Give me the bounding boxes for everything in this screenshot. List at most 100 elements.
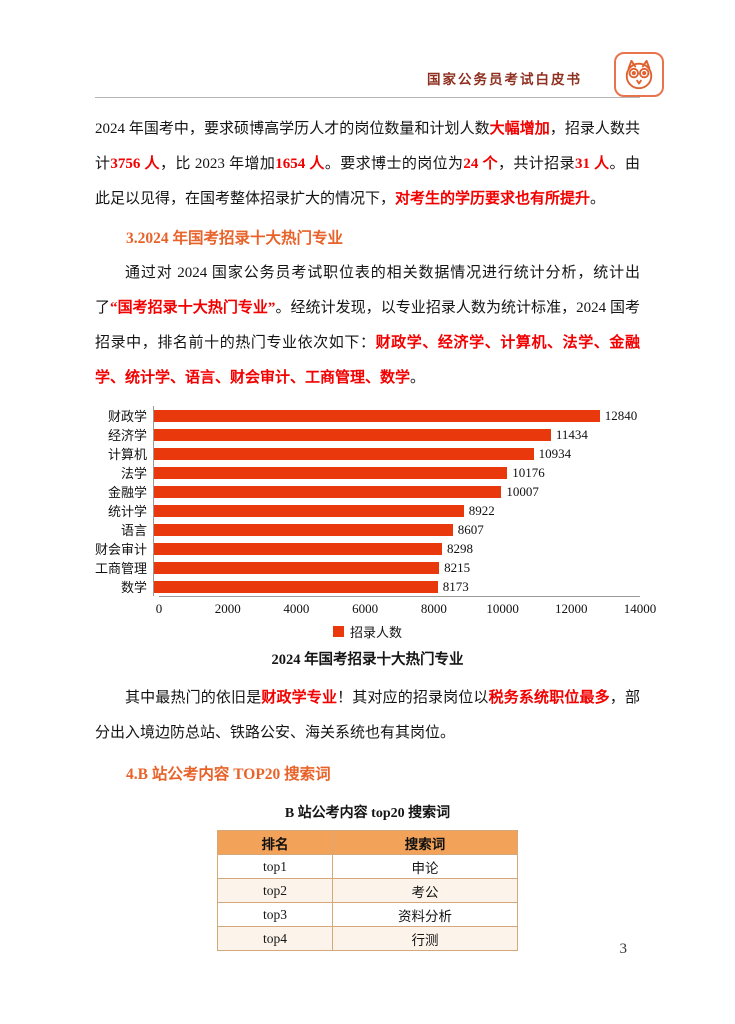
x-axis-tick-label: 0 xyxy=(155,601,163,616)
chart-category-label: 工商管理 xyxy=(95,561,148,576)
legend-swatch xyxy=(332,625,344,637)
text-run: 。 xyxy=(410,370,426,386)
chart-value-label: 12840 xyxy=(604,407,638,423)
x-axis-tick-label: 4000 xyxy=(283,601,310,616)
chart-bar xyxy=(154,542,443,555)
chart-bar-row: 计算机 10934 xyxy=(95,444,640,463)
chart-bar-track: 10007 xyxy=(153,482,640,501)
page-number: 3 xyxy=(619,941,628,957)
highlight-text: 对考生的学历要求也有所提升 xyxy=(395,191,591,207)
x-axis-tick-label: 14000 xyxy=(623,601,657,616)
header-divider xyxy=(95,97,640,98)
text-run: ，招录人数共计 xyxy=(95,121,640,172)
top10-majors-bar-chart: 财政学 12840 经济学 11434 计算机 10934 法学 10176 金融学 10007 统… xyxy=(95,406,656,669)
x-axis-tick-label: 6000 xyxy=(352,601,379,616)
highlight-text: “国考招录十大热门专业” xyxy=(110,300,276,316)
text-run: ，比 2023 年增加 xyxy=(159,156,276,172)
search-table-title: B 站公考内容 top20 搜索词 xyxy=(284,806,451,821)
header-title: 国家公务员考试白皮书 xyxy=(427,72,582,87)
table-body: top1 申论 top2 考公 top3 资料分析 top4 行测 xyxy=(217,854,518,951)
chart-bar-track: 11434 xyxy=(153,425,640,444)
chart-value-label: 8215 xyxy=(444,559,471,575)
table-cell: 考公 xyxy=(332,878,518,903)
legend-label: 招录人数 xyxy=(349,624,402,640)
chart-bar xyxy=(154,447,534,460)
chart-bar-track: 8607 xyxy=(153,520,640,539)
chart-bar-row: 数学 8173 xyxy=(95,577,640,596)
table-header-row: 排名 搜索词 xyxy=(217,830,518,855)
table-cell: top4 xyxy=(217,926,333,951)
chart-bar-track: 8922 xyxy=(153,501,640,520)
chart-bar-row: 法学 10176 xyxy=(95,463,640,482)
chart-bar-track: 10176 xyxy=(153,463,640,482)
table-cell: top2 xyxy=(217,878,333,903)
text-run: 。经统计发现，以专业招录人数为统计标准，2024 国考招录中，排名前十的热门专业… xyxy=(95,300,640,351)
chart-bar-row: 财会审计 8298 xyxy=(95,539,640,558)
highlight-text: 税务系统职位最多 xyxy=(488,690,610,706)
table-header-cell: 排名 xyxy=(217,830,333,855)
chart-legend: 招录人数 xyxy=(95,622,640,640)
highlight-text: 财政学、经济学、计算机、法学、金融学、统计学、语言、财会审计、工商管理、数学 xyxy=(95,335,640,386)
chart-x-axis: 0 2000 4000 6000 8000 10000 12000 14000 xyxy=(155,596,656,618)
chart-bar xyxy=(154,523,453,536)
chart-bar-row: 金融学 10007 xyxy=(95,482,640,501)
highlight-text: 财政学专业 xyxy=(261,690,338,706)
highlight-text: 大幅增加 xyxy=(489,121,550,137)
chart-category-label: 数学 xyxy=(120,580,147,595)
chart-value-label: 10007 xyxy=(506,483,539,499)
text-run: 通过对 2024 国家公务员考试职位表的相关数据情况进行统计分析，统计出了 xyxy=(95,265,640,316)
text-run: 。 xyxy=(590,191,606,207)
paragraph-recruit-expansion: 2024 年国考中，要求硕博高学历人才的岗位数量和计划人数大幅增加，招录人数共计… xyxy=(95,112,640,217)
table-row: top2 考公 xyxy=(217,878,518,903)
section-heading-top10-majors: 3.2024 年国考招录十大热门专业 xyxy=(126,230,344,247)
table-head: 排名 搜索词 xyxy=(217,830,518,855)
chart-caption: 2024 年国考招录十大热门专业 xyxy=(271,652,464,668)
chart-category-label: 计算机 xyxy=(107,447,147,462)
table-cell: 行测 xyxy=(332,926,518,951)
chart-category-label: 法学 xyxy=(120,466,147,481)
chart-value-label: 8173 xyxy=(442,578,469,594)
owl-icon xyxy=(625,59,653,89)
highlight-text: 24 个 xyxy=(463,156,498,172)
chart-value-label: 10934 xyxy=(538,445,572,461)
table-row: top3 资料分析 xyxy=(217,902,518,927)
chart-category-label: 统计学 xyxy=(107,504,147,519)
chart-bar xyxy=(154,409,600,422)
text-run: ，共计招录 xyxy=(497,156,575,172)
chart-bar xyxy=(154,561,440,574)
chart-bar-track: 8215 xyxy=(153,558,640,577)
chart-bar xyxy=(154,485,502,498)
chart-bar-track: 8298 xyxy=(153,539,640,558)
chart-bar-row: 语言 8607 xyxy=(95,520,640,539)
chart-value-label: 11434 xyxy=(555,426,588,442)
chart-category-label: 语言 xyxy=(120,523,147,538)
chart-category-label: 经济学 xyxy=(107,428,147,443)
text-run: 其中最热门的依旧是 xyxy=(125,690,262,706)
table-header-cell: 搜索词 xyxy=(332,830,518,855)
table-row: top1 申论 xyxy=(217,854,518,879)
chart-bar-row: 财政学 12840 xyxy=(95,406,640,425)
table-cell: top1 xyxy=(217,854,333,879)
chart-value-label: 8922 xyxy=(468,502,495,518)
x-axis-tick-label: 12000 xyxy=(555,601,588,616)
text-run: 2024 年国考中，要求硕博高学历人才的岗位数量和计划人数 xyxy=(95,121,490,137)
paragraph-top10-intro: 通过对 2024 国家公务员考试职位表的相关数据情况进行统计分析，统计出了“国考… xyxy=(95,256,640,396)
chart-bar xyxy=(154,466,508,479)
chart-bar-row: 经济学 11434 xyxy=(95,425,640,444)
table-cell: 资料分析 xyxy=(332,902,518,927)
x-axis-tick-label: 10000 xyxy=(486,601,519,616)
page-content: 国家公务员考试白皮书 2024 年国考中，要求硕博高学历人才的岗位数量和计划人数… xyxy=(95,52,664,951)
chart-bar-track: 12840 xyxy=(153,406,640,425)
table-cell: 申论 xyxy=(332,854,518,879)
chart-bar xyxy=(154,428,551,441)
highlight-text: 31 人 xyxy=(574,156,610,172)
text-run: ，部分出入境边防总站、铁路公安、海关系统也有其岗位。 xyxy=(95,690,640,741)
chart-bar xyxy=(154,580,438,593)
chart-bar xyxy=(154,504,464,517)
chart-value-label: 8607 xyxy=(457,521,484,537)
highlight-text: 3756 人 xyxy=(110,156,160,172)
chart-plot-area: 财政学 12840 经济学 11434 计算机 10934 法学 10176 金融学 10007 统… xyxy=(95,406,640,596)
table-row: top4 行测 xyxy=(217,926,518,951)
paragraph-finance-major-note: 其中最热门的依旧是财政学专业！其对应的招录岗位以税务系统职位最多，部分出入境边防… xyxy=(95,681,640,751)
x-axis-tick-label: 8000 xyxy=(420,601,447,616)
